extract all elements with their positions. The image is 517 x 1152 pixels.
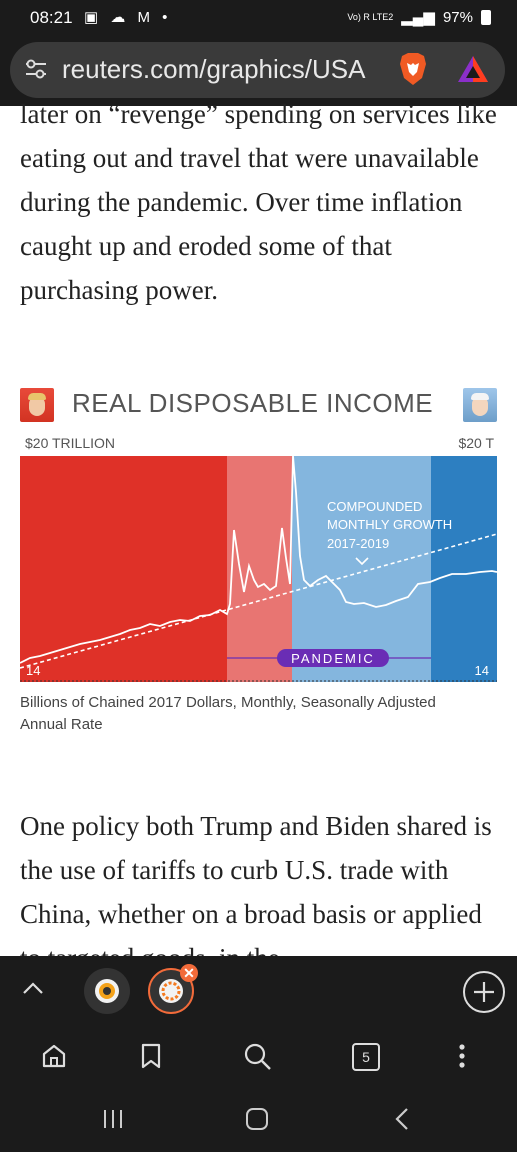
address-bar[interactable]: reuters.com/graphics/USA <box>10 42 505 98</box>
signal-icon: ▂▄▆ <box>401 9 435 26</box>
article-paragraph: later on “revenge” spending on services … <box>20 99 497 305</box>
system-nav-bar <box>0 1088 517 1152</box>
pandemic-label: PANDEMIC <box>291 651 375 666</box>
annotation-chevron-icon <box>355 557 369 566</box>
status-right: Vo) R LTE2 ▂▄▆ 97% <box>347 8 491 26</box>
home-button-icon[interactable] <box>244 1106 270 1132</box>
brave-shields-icon[interactable] <box>398 52 428 86</box>
close-tab-icon[interactable]: ✕ <box>180 964 198 982</box>
y-axis-bottom-label: 14 <box>26 663 40 678</box>
browser-toolbar: reuters.com/graphics/USA <box>0 36 517 106</box>
chart-caption: Billions of Chained 2017 Dollars, Monthl… <box>20 694 436 733</box>
pandemic-biden-band <box>292 456 431 682</box>
y-axis-top-label-right: $20 T <box>458 435 494 451</box>
battery-icon <box>481 9 491 25</box>
trump-era-band <box>20 456 227 682</box>
tab-count-button[interactable]: 5 <box>352 1043 380 1071</box>
income-series-line <box>20 456 497 664</box>
income-chart: COMPOUNDED MONTHLY GROWTH 2017-2019 PAND… <box>20 456 497 682</box>
tab-thumbnail-active[interactable] <box>148 968 194 1014</box>
notification-icons: ▣ ☁ M • <box>84 9 172 26</box>
search-icon[interactable] <box>243 1042 273 1072</box>
more-menu-icon[interactable] <box>452 1042 472 1070</box>
brave-rewards-icon[interactable] <box>456 54 490 84</box>
network-indicator: Vo) R LTE2 <box>347 12 394 22</box>
chart-title: REAL DISPOSABLE INCOME <box>72 388 434 418</box>
chart-header: REAL DISPOSABLE INCOME <box>20 388 497 424</box>
y-axis-bottom-label-right: 14 <box>475 663 489 678</box>
y-axis-top-label: $20 TRILLION <box>25 435 116 451</box>
site-favicon-icon <box>95 979 119 1003</box>
battery-level: 97% <box>442 8 473 26</box>
back-icon[interactable] <box>392 1106 412 1132</box>
article-paragraph-2: One policy both Trump and Biden shared i… <box>20 811 492 973</box>
status-bar: 08:21 ▣ ☁ M • Vo) R LTE2 ▂▄▆ 97% <box>0 0 517 36</box>
new-tab-icon[interactable] <box>462 970 506 1014</box>
reuters-favicon-icon <box>159 979 183 1003</box>
tab-strip <box>0 956 517 1028</box>
url-text[interactable]: reuters.com/graphics/USA <box>62 54 366 84</box>
status-time: 08:21 <box>30 8 73 27</box>
annotation-line-3: 2017-2019 <box>327 536 389 551</box>
trend-line <box>20 533 497 669</box>
chevron-up-icon[interactable] <box>20 978 46 998</box>
site-settings-icon[interactable] <box>24 58 48 80</box>
biden-era-band <box>431 456 497 682</box>
pandemic-pill <box>277 649 389 667</box>
pandemic-trump-band <box>227 456 292 682</box>
trump-portrait-icon <box>20 388 54 422</box>
annotation-line-2: MONTHLY GROWTH <box>327 517 452 532</box>
browser-bottom-nav: 5 <box>0 1028 517 1088</box>
annotation-line-1: COMPOUNDED <box>327 499 422 514</box>
tab-thumbnail[interactable] <box>84 968 130 1014</box>
recent-apps-icon[interactable] <box>100 1106 126 1132</box>
biden-portrait-icon <box>463 388 497 422</box>
tab-count: 5 <box>362 1049 370 1065</box>
bookmark-icon[interactable] <box>138 1042 164 1070</box>
home-icon[interactable] <box>40 1042 68 1070</box>
